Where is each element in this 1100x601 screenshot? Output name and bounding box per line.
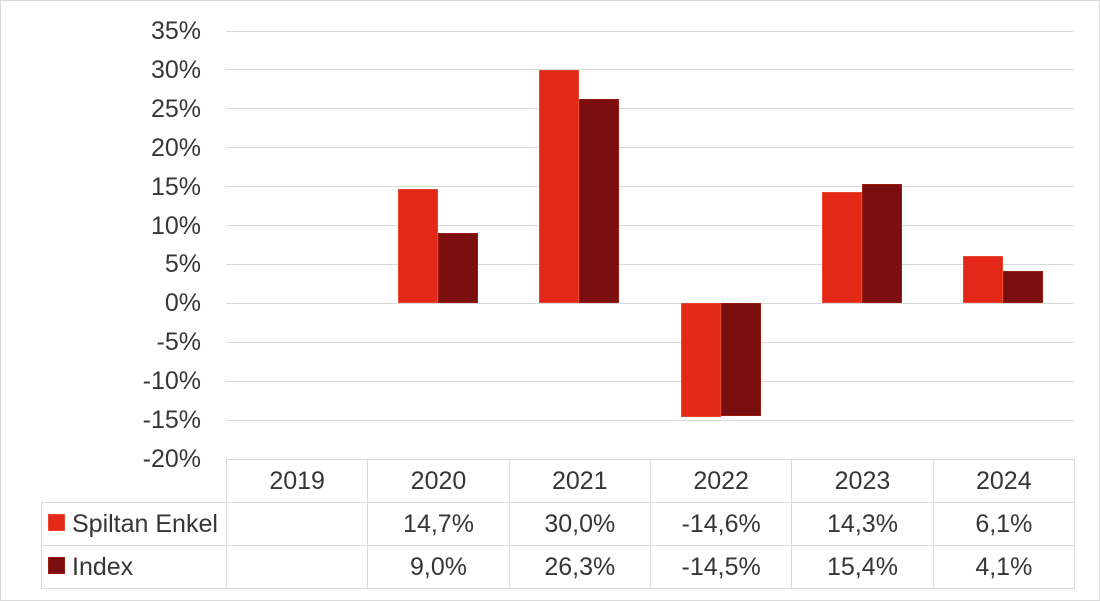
series-name-spiltan-enkel: Spiltan Enkel — [72, 509, 218, 538]
y-axis-label-5: 5% — [164, 250, 201, 279]
table-corner-cell — [42, 460, 227, 503]
bar-index-2024 — [1003, 271, 1044, 304]
legend-swatch-index — [48, 557, 65, 575]
y-axis-label--15: -15% — [142, 406, 201, 435]
bar-index-2022 — [720, 303, 761, 417]
gridline--5 — [226, 341, 1074, 343]
value-cell-index-2019 — [225, 545, 369, 589]
y-axis-label-10: 10% — [150, 211, 201, 240]
y-axis-label-20: 20% — [150, 133, 201, 162]
value-cell-spiltan-enkel-2019 — [225, 502, 369, 546]
bar-spiltan-enkel-2021 — [539, 69, 580, 304]
series-name-index: Index — [72, 552, 134, 581]
table-header-row: 2019 2020 2021 2022 2023 2024 — [42, 459, 1075, 503]
bar-index-2021 — [579, 98, 620, 304]
year-header-2019: 2019 — [225, 459, 369, 503]
gridline-10 — [226, 225, 1074, 227]
y-axis-label--5: -5% — [156, 328, 201, 357]
value-cell-index-2024: 4,1% — [932, 545, 1075, 589]
bar-index-2023 — [862, 183, 902, 304]
data-table: 2019 2020 2021 2022 2023 2024 Spiltan Enkel 14,… — [41, 459, 1075, 589]
bar-spiltan-enkel-2022 — [680, 303, 721, 417]
value-cell-spiltan-enkel-2020: 14,7% — [367, 502, 510, 546]
year-header-2021: 2021 — [508, 459, 651, 503]
value-cell-spiltan-enkel-2023: 14,3% — [791, 502, 934, 546]
year-header-2020: 2020 — [367, 459, 510, 503]
y-axis-label-0: 0% — [164, 289, 201, 318]
gridline-0 — [226, 302, 1074, 304]
gridline-15 — [226, 186, 1074, 188]
year-header-2023: 2023 — [791, 459, 934, 503]
gridline-30 — [226, 69, 1074, 71]
y-axis-label--20: -20% — [142, 445, 201, 473]
series-label-cell-index: Index — [41, 545, 227, 589]
gridline-35 — [226, 30, 1074, 32]
year-header-2024: 2024 — [932, 459, 1075, 503]
value-cell-index-2021: 26,3% — [508, 545, 651, 589]
value-cell-index-2020: 9,0% — [367, 545, 510, 589]
gridline-25 — [226, 108, 1074, 110]
value-cell-index-2022: -14,5% — [649, 545, 793, 589]
gridline-20 — [226, 147, 1074, 149]
y-axis-label--10: -10% — [142, 367, 201, 396]
legend-swatch-spiltan-enkel — [48, 514, 65, 532]
value-cell-spiltan-enkel-2022: -14,6% — [649, 502, 793, 546]
plot-area — [226, 30, 1074, 459]
series-label-cell-spiltan-enkel: Spiltan Enkel — [41, 502, 227, 546]
value-cell-spiltan-enkel-2024: 6,1% — [932, 502, 1075, 546]
value-cell-index-2023: 15,4% — [791, 545, 934, 589]
y-axis-label-25: 25% — [150, 94, 201, 123]
y-axis-label-15: 15% — [150, 172, 201, 201]
value-cell-spiltan-enkel-2021: 30,0% — [508, 502, 651, 546]
y-axis-label-35: 35% — [150, 17, 201, 45]
bar-spiltan-enkel-2023 — [822, 192, 862, 304]
gridline--10 — [226, 380, 1074, 382]
y-axis-label-30: 30% — [150, 55, 201, 84]
bar-index-2020 — [438, 233, 478, 304]
gridline-5 — [226, 263, 1074, 265]
bar-spiltan-enkel-2024 — [963, 255, 1004, 304]
series-row-index: Index 9,0% 26,3% -14,5% 15,4% 4,1% — [41, 545, 1075, 589]
gridline--15 — [226, 419, 1074, 421]
bar-spiltan-enkel-2020 — [398, 188, 438, 304]
year-header-2022: 2022 — [649, 459, 793, 503]
series-row-spiltan-enkel: Spiltan Enkel 14,7% 30,0% -14,6% 14,3% 6,1% — [41, 502, 1075, 546]
